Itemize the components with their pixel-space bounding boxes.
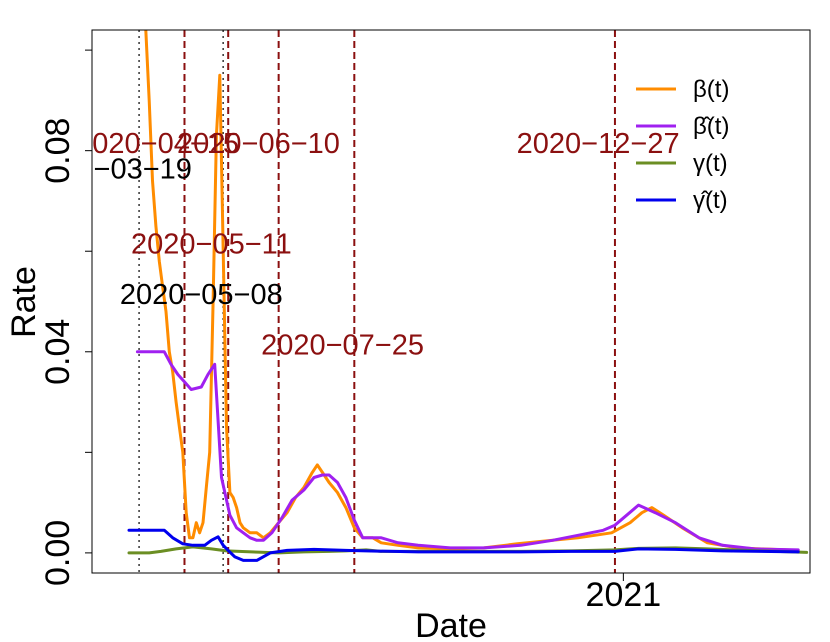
x-axis-label: Date (415, 607, 487, 642)
y-tick-label: 0.00 (39, 520, 77, 586)
date-annotation: 2020−12−27 (517, 128, 680, 160)
series-line-gamma_hat (127, 528, 800, 562)
y-tick-label: 0.08 (39, 118, 77, 184)
y-tick-label: 0.04 (39, 319, 77, 385)
date-annotation: 2020−04−15 (76, 128, 239, 160)
legend-label-gamma: γ(t) (693, 150, 728, 177)
x-tick-label: 2021 (586, 576, 662, 614)
date-annotation: 2020−05−11 (131, 229, 292, 261)
legend-label-beta: β(t) (693, 76, 729, 103)
date-annotation: 2020−03−19 (29, 153, 192, 185)
legend: β(t) β̂(t) γ(t) γ̂(t) (636, 76, 729, 214)
series-line-beta_hat (135, 350, 800, 552)
legend-label-gamma_hat: γ̂(t) (693, 187, 728, 214)
legend-label-beta_hat: β̂(t) (693, 113, 729, 140)
series-lines (127, 30, 809, 562)
date-annotation: 2020−07−25 (261, 329, 424, 361)
plot-frame (91, 29, 811, 574)
date-annotation: 2020−06−10 (177, 128, 340, 160)
y-axis-label: Rate (5, 266, 43, 338)
axes: 0.00 0.04 0.08 2021 (39, 49, 662, 614)
date-annotation: 2020−05−08 (120, 279, 283, 311)
